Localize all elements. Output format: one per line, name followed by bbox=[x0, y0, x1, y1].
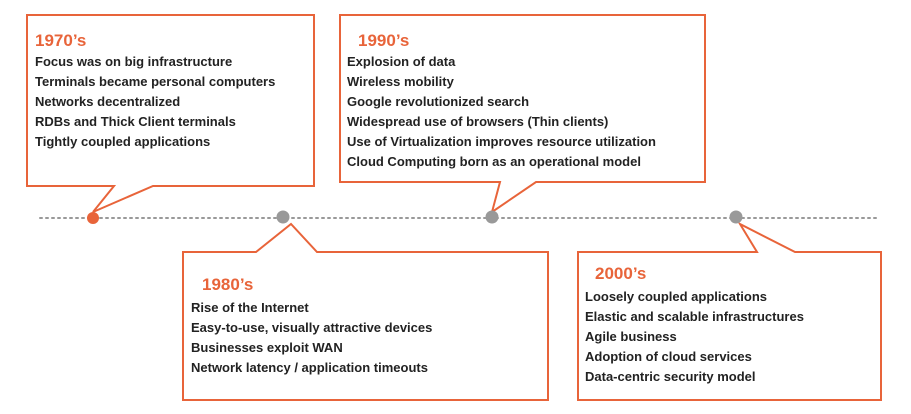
era-item: Explosion of data bbox=[347, 54, 456, 69]
era-card-1970s: 1970’s Focus was on big infrastructure T… bbox=[26, 14, 315, 213]
callout-1990s bbox=[339, 14, 706, 215]
era-card-1990s: 1990’s Explosion of data Wireless mobili… bbox=[339, 14, 706, 215]
callout-1980s bbox=[182, 222, 549, 401]
era-item: Data-centric security model bbox=[585, 369, 756, 384]
era-item: Elastic and scalable infrastructures bbox=[585, 309, 804, 324]
timeline-marker-2000s bbox=[729, 210, 743, 224]
era-title-1980s: 1980’s bbox=[202, 275, 253, 294]
era-item: Networks decentralized bbox=[35, 94, 180, 109]
timeline-marker-1990s bbox=[485, 210, 499, 224]
era-item: Easy-to-use, visually attractive devices bbox=[191, 320, 432, 335]
era-item: Focus was on big infrastructure bbox=[35, 54, 232, 69]
era-card-2000s: 2000’s Loosely coupled applications Elas… bbox=[577, 221, 882, 401]
era-item: Terminals became personal computers bbox=[35, 74, 275, 89]
era-item: Adoption of cloud services bbox=[585, 349, 752, 364]
era-item: Businesses exploit WAN bbox=[191, 340, 343, 355]
callout-2000s bbox=[577, 221, 882, 401]
era-item: Cloud Computing born as an operational m… bbox=[347, 154, 641, 169]
era-item: Wireless mobility bbox=[347, 74, 455, 89]
timeline-marker-1980s bbox=[276, 210, 290, 224]
era-item: Google revolutionized search bbox=[347, 94, 529, 109]
timeline-marker-1970s bbox=[87, 212, 99, 224]
era-item: Tightly coupled applications bbox=[35, 134, 210, 149]
era-item: Loosely coupled applications bbox=[585, 289, 767, 304]
era-item: Widespread use of browsers (Thin clients… bbox=[347, 114, 608, 129]
era-card-1980s: 1980’s Rise of the Internet Easy-to-use,… bbox=[182, 222, 549, 401]
callout-1970s bbox=[26, 14, 315, 213]
era-title-1970s: 1970’s bbox=[35, 31, 86, 50]
era-item: Network latency / application timeouts bbox=[191, 360, 428, 375]
era-item: Rise of the Internet bbox=[191, 300, 309, 315]
era-title-1990s: 1990’s bbox=[358, 31, 409, 50]
era-title-2000s: 2000’s bbox=[595, 264, 646, 283]
era-item: Agile business bbox=[585, 329, 677, 344]
era-item: RDBs and Thick Client terminals bbox=[35, 114, 236, 129]
era-item: Use of Virtualization improves resource … bbox=[347, 134, 656, 149]
